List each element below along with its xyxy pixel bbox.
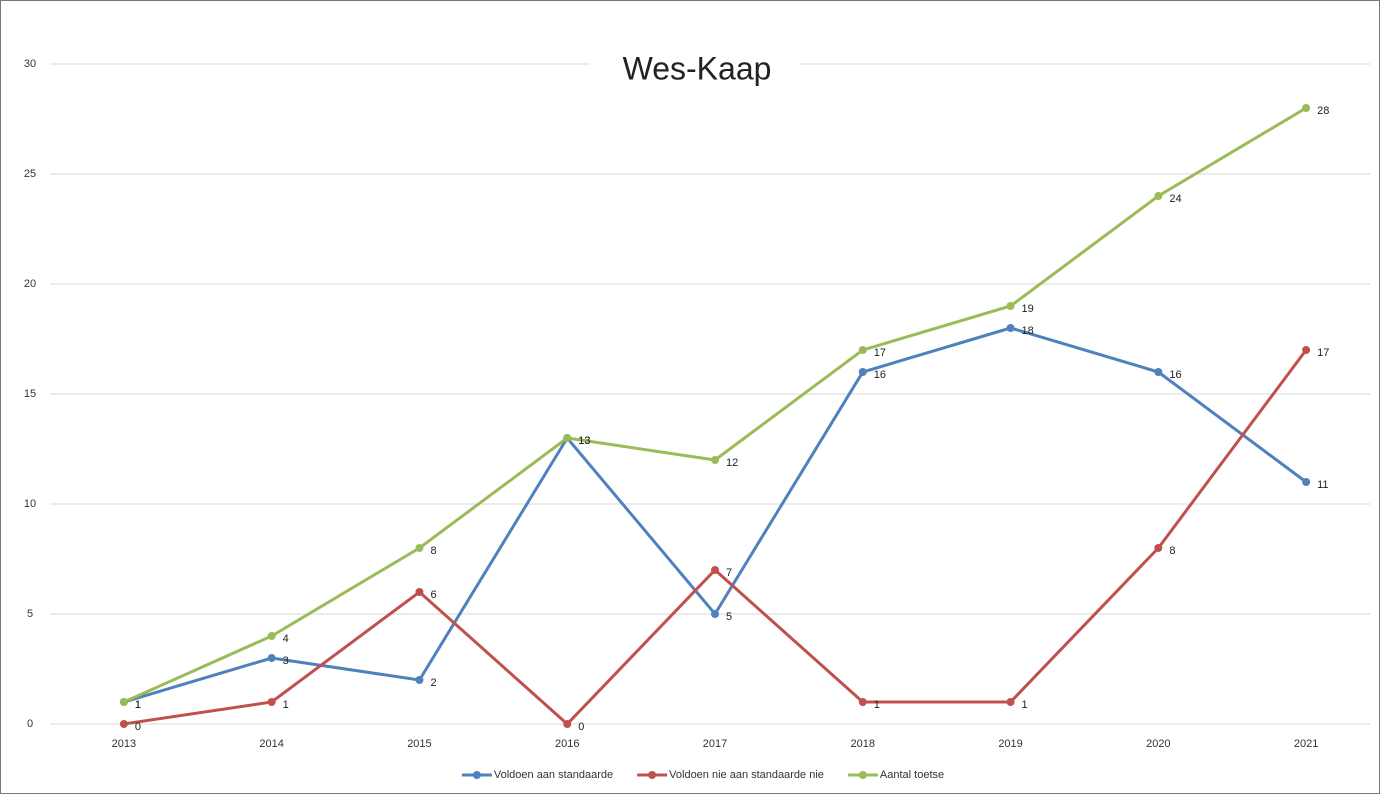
data-label: 1 [135,699,141,711]
data-point [858,368,867,376]
y-tick-label: 0 [27,718,33,730]
data-point [858,346,867,354]
data-point [858,698,867,706]
data-point [1154,368,1163,376]
legend-label: Voldoen nie aan standaarde nie [669,769,824,781]
x-tick-label: 2016 [555,738,579,750]
data-label: 13 [578,435,590,447]
y-tick-label: 20 [24,278,36,290]
data-label: 19 [1022,303,1034,315]
data-label: 4 [283,633,289,645]
y-tick-label: 30 [24,58,36,70]
data-point [119,698,128,706]
data-point [563,720,572,728]
data-label: 17 [1317,347,1329,359]
x-tick-label: 2020 [1146,738,1170,750]
data-point [415,588,424,596]
legend-label: Voldoen aan standaarde [494,769,613,781]
legend-dot [648,771,657,779]
data-label: 17 [874,347,886,359]
data-label: 11 [1317,479,1328,491]
data-point [415,544,424,552]
data-point [1302,478,1311,486]
chart-title: Wes-Kaap [623,50,772,86]
data-point [267,632,276,640]
data-label: 0 [578,721,584,733]
data-point [563,434,572,442]
data-point [711,566,719,574]
data-label: 2 [430,677,436,689]
data-point [119,720,128,728]
data-point [711,610,719,618]
y-tick-label: 15 [24,388,36,400]
data-point [1006,324,1015,332]
data-label: 3 [283,655,289,667]
x-tick-label: 2018 [851,738,875,750]
data-point [415,676,424,684]
data-label: 8 [430,545,436,557]
legend-label: Aantal toetse [880,769,944,781]
data-label: 18 [1022,325,1034,337]
legend-dot [858,771,867,779]
data-label: 7 [726,567,732,579]
data-label: 24 [1169,193,1181,205]
data-label: 1 [874,699,880,711]
data-label: 1 [1022,699,1028,711]
x-tick-label: 2019 [998,738,1022,750]
data-label: 16 [874,369,886,381]
data-label: 16 [1169,369,1181,381]
x-tick-label: 2017 [703,738,727,750]
data-point [711,456,719,464]
data-point [267,654,276,662]
legend-dot [472,771,481,779]
data-label: 28 [1317,105,1329,117]
data-point [1154,192,1163,200]
data-point [1302,346,1311,354]
data-label: 5 [726,611,732,623]
data-point [1154,544,1163,552]
data-point [267,698,276,706]
data-label: 12 [726,457,738,469]
data-label: 6 [430,589,436,601]
x-tick-label: 2014 [259,738,283,750]
data-label: 1 [135,699,141,711]
data-label: 8 [1169,545,1175,557]
data-label: 1 [283,699,289,711]
x-tick-label: 2021 [1294,738,1318,750]
data-point [1302,104,1311,112]
data-point [1006,302,1015,310]
x-tick-label: 2013 [112,738,136,750]
x-tick-label: 2015 [407,738,431,750]
data-label: 0 [135,721,141,733]
y-tick-label: 25 [24,168,36,180]
y-tick-label: 10 [24,498,36,510]
y-tick-label: 5 [27,608,33,620]
data-point [1006,698,1015,706]
title-backdrop [590,45,800,95]
